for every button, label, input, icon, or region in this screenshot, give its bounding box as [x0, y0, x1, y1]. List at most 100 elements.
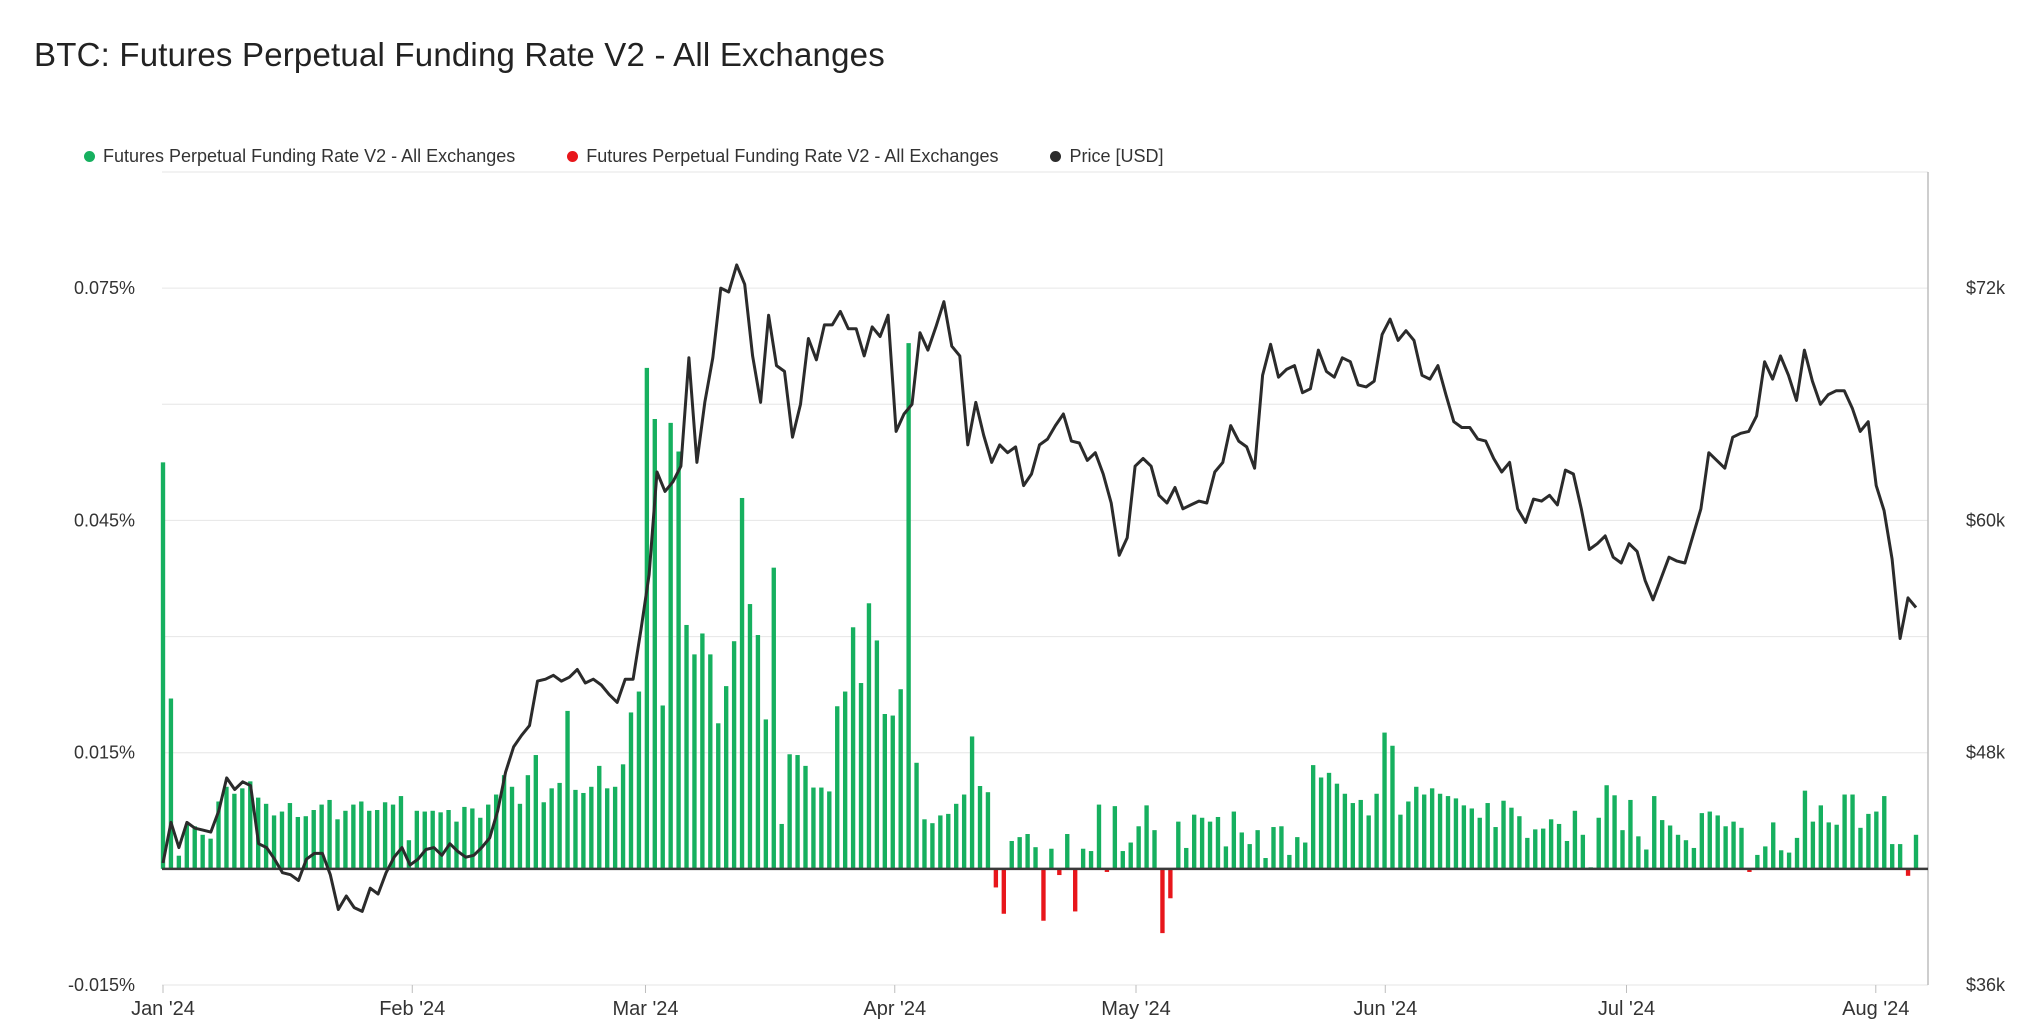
funding-bar-positive — [335, 819, 340, 869]
funding-bar-positive — [969, 736, 975, 869]
funding-bar-positive — [1675, 834, 1681, 869]
y-right-tick-label: $60k — [1966, 510, 2006, 530]
funding-bar-positive — [248, 781, 253, 869]
funding-bar-positive — [747, 604, 753, 869]
legend-item-funding-negative[interactable]: Futures Perpetual Funding Rate V2 - All … — [567, 146, 998, 167]
funding-bar-positive — [501, 775, 507, 869]
funding-bar-positive — [287, 803, 293, 869]
funding-bar-positive — [898, 689, 903, 869]
funding-bar-positive — [1374, 793, 1379, 869]
funding-bar-positive — [1398, 814, 1403, 869]
funding-bar-positive — [1184, 847, 1189, 869]
legend-item-funding-positive[interactable]: Futures Perpetual Funding Rate V2 - All … — [84, 146, 515, 167]
funding-bar-positive — [1771, 822, 1776, 869]
x-tick-label: Aug '24 — [1842, 998, 1909, 1020]
funding-bar-positive — [1525, 837, 1530, 869]
funding-bar-positive — [827, 791, 832, 869]
funding-bar-positive — [700, 633, 705, 869]
x-tick-label: Mar '24 — [612, 998, 678, 1020]
x-tick-label: Jan '24 — [131, 998, 195, 1020]
funding-bar-positive — [1350, 803, 1356, 869]
y-left-tick-label: 0.015% — [74, 743, 135, 763]
funding-bar-positive — [644, 367, 650, 869]
funding-bar-positive — [1652, 796, 1657, 869]
funding-bar-positive — [866, 603, 872, 869]
funding-bar-positive — [842, 691, 848, 869]
funding-bar-positive — [1453, 798, 1459, 869]
funding-bar-positive — [1199, 817, 1205, 869]
funding-bar-positive — [1279, 826, 1284, 869]
funding-bar-positive — [882, 714, 888, 869]
funding-bar-positive — [1334, 783, 1340, 869]
funding-bar-positive — [422, 811, 427, 869]
funding-bar-positive — [1239, 832, 1244, 869]
funding-bar-positive — [351, 804, 356, 869]
price-line — [161, 263, 1918, 913]
funding-bar-positive — [811, 787, 816, 869]
funding-bar-positive — [1263, 858, 1268, 869]
funding-bar-positive — [541, 802, 546, 869]
funding-bar-positive — [1755, 854, 1760, 869]
funding-bar-positive — [533, 755, 538, 869]
funding-bar-positive — [1009, 840, 1014, 869]
funding-bar-positive — [1485, 803, 1490, 869]
funding-bar-positive — [1636, 836, 1641, 869]
funding-bar-positive — [1691, 847, 1697, 869]
funding-bar-positive — [684, 624, 689, 869]
funding-bar-positive — [414, 810, 420, 869]
y-left-tick-label: -0.015% — [68, 975, 135, 995]
funding-bar-negative — [1747, 868, 1752, 872]
funding-bar-positive — [1628, 799, 1633, 869]
funding-bar-positive — [1310, 765, 1316, 869]
funding-bar-positive — [1580, 834, 1586, 869]
legend-label: Futures Perpetual Funding Rate V2 - All … — [103, 146, 516, 166]
funding-bar-positive — [716, 723, 721, 869]
funding-bar-positive — [462, 806, 467, 869]
funding-bar-positive — [874, 640, 880, 869]
funding-bar-positive — [803, 765, 808, 869]
funding-bar-positive — [612, 786, 618, 869]
funding-bar-positive — [1890, 844, 1895, 869]
funding-bar-negative — [1073, 868, 1078, 912]
funding-bar-positive — [486, 804, 491, 869]
funding-bar-positive — [1517, 816, 1522, 869]
funding-bar-positive — [795, 755, 800, 869]
funding-bar-positive — [1707, 811, 1712, 869]
funding-bar-positive — [723, 686, 729, 869]
funding-bar-negative — [1001, 868, 1006, 914]
funding-bar-positive — [1564, 840, 1570, 869]
funding-bar-positive — [755, 635, 761, 869]
y-right-tick-label: $72k — [1966, 278, 2006, 298]
funding-bar-positive — [160, 462, 166, 869]
funding-bar-positive — [961, 794, 967, 869]
x-tick-label: Jul '24 — [1598, 998, 1655, 1020]
funding-bar-positive — [628, 712, 634, 869]
funding-bar-positive — [1810, 821, 1816, 869]
funding-bar-positive — [176, 855, 182, 869]
funding-bar-positive — [1096, 804, 1102, 869]
funding-bar-positive — [938, 815, 943, 869]
funding-bar-positive — [1255, 830, 1260, 869]
legend-item-price[interactable]: Price [USD] — [1050, 146, 1164, 167]
funding-bar-positive — [1128, 842, 1133, 869]
funding-bar-positive — [676, 451, 681, 869]
funding-bar-positive — [1207, 821, 1213, 869]
funding-bar-positive — [1065, 834, 1070, 869]
funding-bar-negative — [1168, 868, 1173, 899]
funding-bar-positive — [731, 641, 737, 869]
funding-bar-positive — [216, 801, 221, 869]
funding-bar-positive — [1842, 794, 1847, 869]
funding-bar-positive — [1850, 794, 1855, 869]
funding-bar-positive — [271, 815, 277, 869]
funding-bar-positive — [303, 816, 308, 869]
funding-bar-positive — [890, 715, 895, 869]
funding-bar-positive — [1318, 777, 1324, 869]
x-tick-label: Feb '24 — [379, 998, 445, 1020]
funding-bar-positive — [985, 792, 991, 869]
funding-bar-negative — [1905, 868, 1911, 876]
funding-bar-positive — [1437, 793, 1443, 869]
funding-bar-positive — [1620, 830, 1625, 869]
funding-bar-positive — [224, 786, 229, 869]
x-tick-label: Jun '24 — [1353, 998, 1417, 1020]
funding-bar-positive — [200, 834, 205, 869]
